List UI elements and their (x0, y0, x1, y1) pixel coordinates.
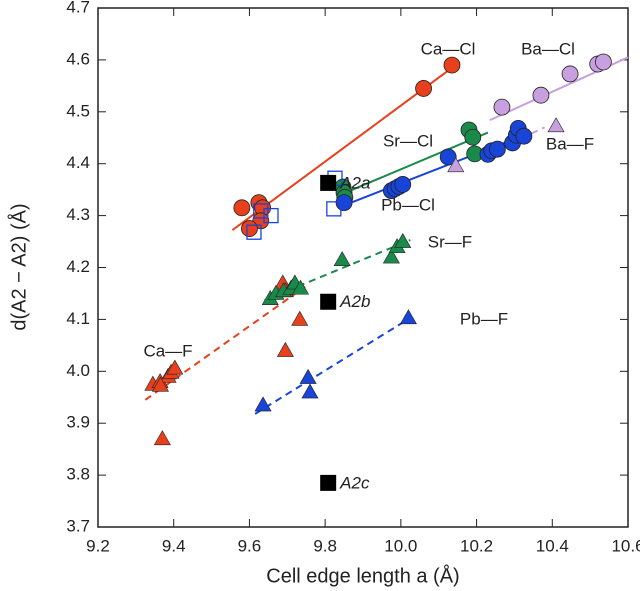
point (561, 65, 579, 83)
fit-line (144, 285, 306, 401)
point (547, 117, 565, 133)
point (276, 341, 294, 357)
fit-line (254, 316, 411, 415)
y-tick-label: 4.7 (66, 0, 90, 16)
y-tick-label: 4.4 (66, 153, 90, 172)
y-tick-label: 3.7 (66, 516, 90, 535)
point (493, 98, 511, 116)
x-tick-label: 9.2 (86, 536, 110, 555)
point (241, 220, 258, 237)
series-label: Sr—Cl (383, 131, 433, 150)
point (415, 80, 432, 97)
series-label: Ca—F (143, 341, 192, 360)
x-axis-label: Cell edge length a (Å) (266, 564, 459, 587)
y-tick-label: 4.0 (66, 361, 90, 380)
y-tick-label: 3.9 (66, 413, 90, 432)
x-tick-label: 10.4 (536, 536, 569, 555)
y-tick-label: 4.1 (66, 309, 90, 328)
point (532, 86, 550, 104)
point (488, 140, 506, 158)
y-tick-label: 4.6 (66, 49, 90, 68)
point (399, 309, 417, 325)
point (394, 176, 412, 193)
point (439, 148, 457, 166)
y-tick-label: 4.3 (66, 205, 90, 224)
y-tick-label: 4.2 (66, 257, 90, 276)
series-label: Ba—Cl (521, 39, 575, 58)
point (253, 203, 269, 219)
point (335, 194, 353, 212)
point-label: A2b (339, 292, 370, 311)
x-tick-label: 9.8 (313, 536, 337, 555)
x-tick-label: 10.6 (611, 536, 640, 555)
point (594, 53, 612, 71)
point (151, 376, 169, 392)
series-label: Ca—Cl (421, 39, 476, 58)
point (299, 368, 317, 384)
point (333, 251, 351, 267)
point (301, 383, 319, 399)
point (320, 474, 337, 491)
point (515, 127, 533, 145)
x-tick-label: 10.0 (384, 536, 417, 555)
point (382, 248, 400, 264)
series-label: Sr—F (428, 232, 472, 251)
point (263, 207, 279, 224)
x-tick-label: 9.6 (238, 536, 262, 555)
y-tick-label: 3.8 (66, 465, 90, 484)
point (153, 430, 171, 446)
point (166, 359, 184, 375)
point (443, 56, 461, 74)
x-tick-label: 10.2 (460, 536, 493, 555)
point (394, 232, 412, 248)
fit-line (339, 131, 489, 196)
series-label: Pb—Cl (381, 195, 435, 214)
y-tick-label: 4.5 (66, 101, 90, 120)
point-label: A2c (339, 473, 370, 492)
point (233, 199, 251, 217)
point (254, 396, 272, 412)
point (320, 293, 337, 310)
point (291, 310, 309, 326)
point-label: A2a (339, 173, 370, 192)
point (447, 157, 465, 173)
point (464, 128, 482, 146)
y-axis-label: d(A2 − A2) (Å) (7, 203, 30, 330)
point (320, 174, 337, 191)
x-tick-label: 9.4 (162, 536, 186, 555)
series-label: Ba—F (546, 134, 594, 153)
point (326, 201, 342, 217)
point (292, 279, 310, 295)
point (246, 224, 262, 240)
plot-frame (97, 7, 629, 528)
series-label: Pb—F (460, 309, 508, 328)
